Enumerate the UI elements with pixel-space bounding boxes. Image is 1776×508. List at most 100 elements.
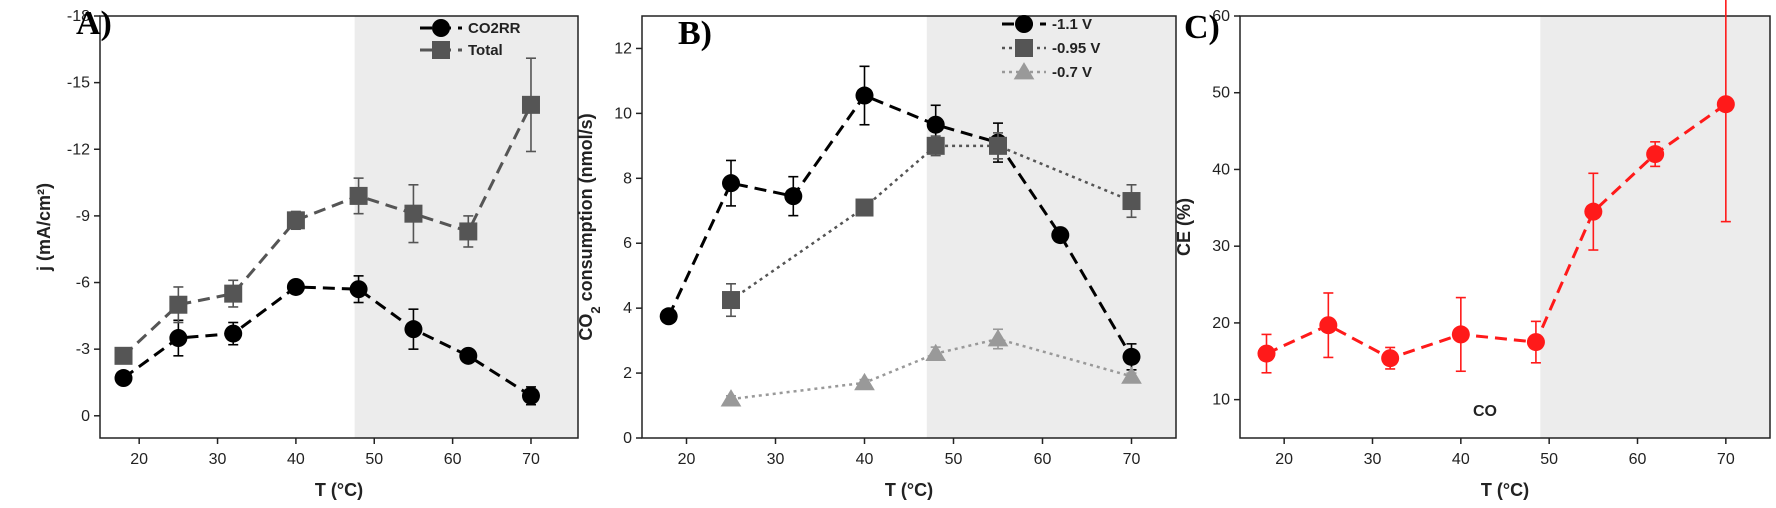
- data-point: [926, 115, 945, 134]
- data-point: [1526, 333, 1545, 352]
- series-1: [114, 275, 540, 406]
- y-tick-label: 10: [614, 105, 632, 122]
- y-tick-label: -9: [76, 208, 90, 225]
- data-point: [521, 95, 540, 114]
- panel-a: 20 30 40 50 60 70 0 -3 -6 -9 -12 -15 -18 T (°C) j (mA/…: [34, 5, 579, 500]
- series-line: [1265, 103, 1727, 360]
- y-axis-title: CO2 consumption (nmol/s): [576, 113, 603, 340]
- x-tick-label: 40: [287, 451, 305, 468]
- series-line: [122, 104, 533, 357]
- y-tick-label: -12: [67, 141, 90, 158]
- data-point: [1051, 226, 1070, 245]
- y-tick-label: 0: [81, 408, 90, 425]
- data-point: [1646, 145, 1665, 164]
- data-point: [722, 291, 740, 310]
- data-point: [404, 204, 423, 223]
- x-tick-label: 50: [365, 451, 383, 468]
- y-tick-label: 30: [1212, 238, 1230, 255]
- shaded-region: [1540, 16, 1770, 438]
- legend-marker: [1015, 39, 1033, 57]
- y-tick-label: -18: [67, 8, 90, 25]
- data-point: [224, 284, 243, 303]
- y-tick-label: -15: [67, 75, 90, 92]
- data-point: [169, 329, 188, 348]
- data-point: [926, 136, 945, 155]
- data-point: [224, 324, 243, 343]
- x-tick-label: 50: [945, 451, 963, 468]
- y-tick-label: 10: [1212, 392, 1230, 409]
- y-tick-label: 8: [623, 170, 632, 187]
- y-tick-label: 4: [623, 300, 632, 317]
- x-tick-label: 70: [522, 451, 540, 468]
- data-point: [286, 277, 305, 296]
- legend-label: -0.7 V: [1052, 64, 1092, 81]
- y-tick-label: 0: [623, 430, 632, 447]
- shaded-region: [926, 16, 1176, 438]
- legend-marker: [1013, 62, 1035, 80]
- y-tick-label: 40: [1212, 161, 1230, 178]
- x-tick-label: 70: [1123, 451, 1141, 468]
- data-point: [987, 329, 1009, 347]
- data-point: [854, 372, 875, 391]
- y-axis-title: CE (%): [1174, 198, 1194, 256]
- data-point: [1122, 347, 1141, 366]
- y-tick-label: 20: [1212, 315, 1230, 332]
- plot-frame: [99, 15, 579, 439]
- data-point: [521, 386, 540, 405]
- data-point: [784, 187, 803, 206]
- data-point: [1451, 325, 1470, 344]
- x-tick-label: 60: [444, 451, 462, 468]
- y-tick-label: 50: [1212, 85, 1230, 102]
- legend-label: Total: [468, 42, 503, 59]
- series-line: [667, 93, 1133, 358]
- x-tick-label: 30: [767, 451, 785, 468]
- data-point: [1716, 95, 1735, 114]
- x-tick-label: 20: [130, 451, 148, 468]
- x-tick-label: 60: [1629, 451, 1647, 468]
- x-tick-label: 50: [1540, 451, 1558, 468]
- data-point: [114, 346, 133, 365]
- x-tick-label: 40: [1452, 451, 1470, 468]
- legend: -1.1 V -0.95 V -0.7 V: [1002, 15, 1100, 81]
- panel-label: C): [1184, 9, 1220, 46]
- x-tick-label: 30: [1364, 451, 1382, 468]
- x-tick-label: 60: [1034, 451, 1052, 468]
- plot-frame: [1239, 15, 1771, 439]
- data-point: [659, 307, 678, 326]
- data-point: [855, 86, 874, 105]
- data-point: [349, 186, 368, 205]
- plot-frame: [641, 15, 1177, 439]
- y-tick-label: 6: [623, 235, 632, 252]
- panel-label: B): [678, 15, 712, 52]
- y-tick-label: 2: [623, 365, 632, 382]
- data-point: [169, 295, 188, 314]
- x-axis-title: T (°C): [1481, 480, 1529, 500]
- annotation-label: CO: [1473, 403, 1497, 420]
- data-point: [459, 222, 478, 241]
- y-axis-title: j (mA/cm²): [34, 183, 54, 272]
- y-tick-label: 60: [1212, 8, 1230, 25]
- data-point: [459, 346, 478, 365]
- x-tick-label: 20: [678, 451, 696, 468]
- panel-label: A): [76, 5, 112, 42]
- legend-marker: [432, 19, 450, 37]
- data-point: [855, 198, 874, 217]
- data-point: [1381, 349, 1400, 368]
- legend-label: -0.95 V: [1052, 40, 1100, 57]
- data-point: [114, 369, 133, 388]
- x-tick-label: 20: [1275, 451, 1293, 468]
- x-tick-label: 40: [856, 451, 874, 468]
- data-point: [1121, 366, 1142, 384]
- panel-c: 20 30 40 50 60 70 10 20 30 40 50 60 T (°C) CE (%) C) CO: [1174, 0, 1771, 500]
- legend: CO2RR Total: [420, 19, 521, 59]
- data-point: [925, 343, 947, 362]
- series-3: [720, 328, 1142, 407]
- data-point: [1319, 316, 1338, 335]
- y-tick-label: -6: [76, 275, 90, 292]
- y-tick-label: -3: [76, 341, 90, 358]
- y-tick-label: 12: [614, 40, 632, 57]
- data-point: [349, 280, 368, 299]
- data-point: [1122, 192, 1141, 211]
- data-point: [1584, 202, 1603, 221]
